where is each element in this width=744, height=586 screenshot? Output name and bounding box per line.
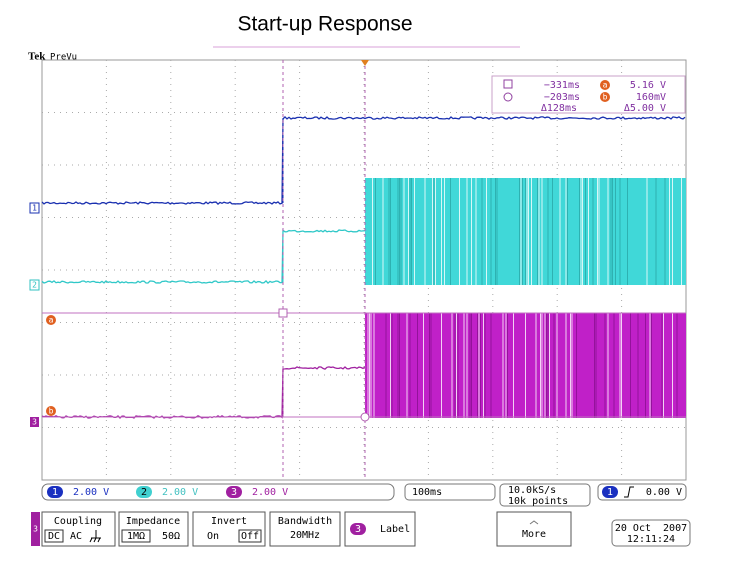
option: On [207,531,219,542]
readout: −331ms [544,80,580,91]
trigger-pill [602,486,618,498]
ch2-pill[interactable] [136,486,152,498]
cursor-readout [491,75,686,114]
trigger-level: 0.00 V [646,487,682,498]
badge [600,80,610,90]
trigger-slope [624,486,634,498]
button-label: Label [380,524,410,535]
option: AC [70,531,82,542]
ch1-pill[interactable] [47,486,63,498]
ch2-marker [29,279,40,291]
ch-scale: 2.00 V [162,487,198,498]
ch3-marker [30,417,39,427]
button-label: Invert [211,516,247,527]
label-pill [350,523,366,535]
menu-channel [31,512,40,546]
button-label: More [522,529,546,540]
ch-scale: 2.00 V [252,487,288,498]
ch3-pill[interactable] [226,486,242,498]
selected [44,529,64,543]
trigger-position [361,60,369,66]
ch-id: 2 [141,487,147,498]
mode: PreVu [50,53,77,63]
ch-scale: 2.00 V [73,487,109,498]
readout: 160mV [636,92,666,103]
icon [503,79,513,89]
trigger-source: 1 [607,487,613,498]
time: 12:11:24 [627,534,675,545]
ref-a-marker [46,315,56,325]
invert-button[interactable] [192,511,266,547]
marker-label: 3 [32,418,37,427]
selected [238,529,262,543]
button-label: Coupling [54,516,102,527]
option: 20MHz [290,530,320,541]
ch1-marker [29,202,40,214]
ch-id: 1 [52,487,58,498]
record-length: 10k points [508,496,568,507]
channel-status [41,483,395,501]
ch1-trace [41,115,686,205]
cursor-circle [360,412,370,422]
more-button[interactable] [496,511,572,547]
ground-icon [89,530,101,543]
button-label: Bandwidth [278,516,332,527]
ch-id: 3 [231,487,237,498]
ref-b-marker [46,406,56,416]
title: Start-up Response [237,13,412,36]
badge-label: a [603,81,608,90]
button-label: Impedance [126,516,180,527]
acquisition-box[interactable] [499,483,591,507]
coupling-button[interactable] [41,511,116,547]
readout: Δ128ms [541,103,577,114]
menu-channel-label: 3 [33,525,38,534]
option: 50Ω [162,531,180,542]
timebase-box[interactable] [404,483,496,501]
option: DC [48,531,60,542]
marker-label: b [49,407,54,416]
readout: 5.16 V [630,80,666,91]
cursor-square [278,308,288,318]
impedance-button[interactable] [118,511,189,547]
readout: Δ5.00 V [624,103,666,114]
marker-label: a [49,316,54,325]
badge-label: b [603,93,608,102]
icon [503,92,513,102]
ch2-trace [41,229,366,285]
marker-label: 1 [32,204,37,213]
marker-label: 2 [32,281,37,290]
badge [600,92,610,102]
more-arrow [529,520,539,525]
option: 1MΩ [127,531,145,542]
label-icon: 3 [355,524,361,535]
trigger-box[interactable] [597,483,687,501]
bandwidth-button[interactable] [269,511,341,547]
sample-rate: 10.0kS/s [508,485,556,496]
timebase: 100ms [412,487,442,498]
waveforms [41,115,686,419]
datetime-box [611,519,691,547]
date: 20 Oct 2007 [615,523,687,534]
option: Off [241,531,259,542]
selected [121,529,151,543]
readout: −203ms [544,92,580,103]
